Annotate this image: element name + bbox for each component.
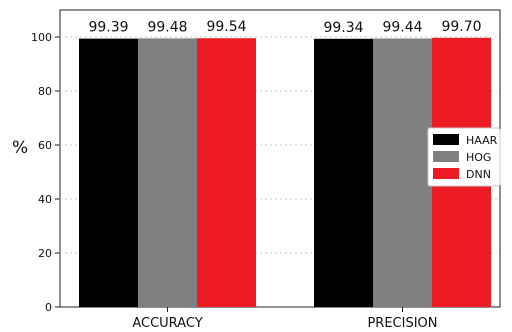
legend-swatch-hog: [433, 151, 459, 162]
y-tick-label: 20: [38, 247, 52, 260]
value-label: 99.34: [323, 20, 363, 36]
x-tick-label: ACCURACY: [132, 316, 202, 331]
bar-haar-accuracy: [79, 38, 138, 307]
legend-label-hog: HOG: [466, 151, 491, 164]
y-axis-label: %: [12, 138, 28, 158]
bar-hog-accuracy: [138, 38, 197, 308]
legend-swatch-dnn: [433, 168, 459, 179]
legend: HAAR HOG DNN: [427, 127, 501, 187]
x-tick-label: PRECISION: [367, 316, 437, 331]
axes: 0 20 40 60 80 100 ACCURACY PRECISION: [31, 31, 438, 331]
value-label: 99.39: [88, 20, 128, 36]
legend-label-dnn: DNN: [466, 168, 491, 181]
y-tick-label: 40: [38, 193, 52, 206]
value-label: 99.70: [441, 19, 481, 35]
y-tick-label: 0: [45, 301, 52, 314]
value-label: 99.54: [206, 19, 246, 35]
y-tick-label: 80: [38, 85, 52, 98]
y-tick-label: 60: [38, 139, 52, 152]
bar-hog-precision: [373, 38, 432, 308]
legend-swatch-haar: [433, 134, 459, 145]
bars: [79, 37, 491, 308]
y-tick-label: 100: [31, 31, 52, 44]
value-label: 99.48: [147, 19, 187, 35]
value-label: 99.44: [382, 20, 422, 36]
value-labels: 99.39 99.48 99.54 99.34 99.44 99.70: [88, 19, 481, 36]
bar-dnn-accuracy: [197, 38, 256, 307]
legend-label-haar: HAAR: [466, 134, 498, 147]
bar-haar-precision: [314, 38, 373, 307]
